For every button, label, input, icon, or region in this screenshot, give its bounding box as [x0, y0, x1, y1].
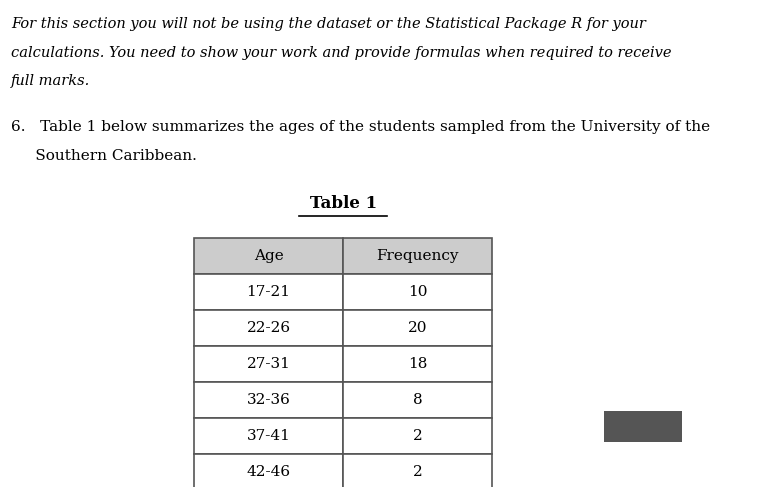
Bar: [194, 238, 343, 274]
Text: 27-31: 27-31: [247, 357, 291, 371]
Text: 18: 18: [408, 357, 427, 371]
Text: 32-36: 32-36: [247, 393, 291, 407]
Bar: [343, 310, 492, 346]
Text: 22-26: 22-26: [246, 321, 291, 335]
Text: 42-46: 42-46: [246, 465, 291, 479]
Text: Age: Age: [254, 249, 284, 263]
Text: Frequency: Frequency: [376, 249, 459, 263]
Text: Southern Caribbean.: Southern Caribbean.: [11, 149, 197, 163]
Bar: [194, 382, 343, 418]
Bar: [343, 418, 492, 454]
Bar: [343, 238, 492, 274]
Bar: [343, 274, 492, 310]
Bar: [343, 382, 492, 418]
Text: 6.   Table 1 below summarizes the ages of the students sampled from the Universi: 6. Table 1 below summarizes the ages of …: [11, 120, 710, 134]
Text: 2: 2: [413, 465, 423, 479]
Bar: [194, 346, 343, 382]
Text: 20: 20: [408, 321, 427, 335]
Text: 10: 10: [408, 285, 427, 299]
Text: 37-41: 37-41: [247, 429, 291, 443]
Bar: [194, 310, 343, 346]
Text: For this section you will not be using the dataset or the Statistical Package R : For this section you will not be using t…: [11, 18, 646, 31]
Bar: [194, 418, 343, 454]
Bar: [343, 454, 492, 487]
Bar: [194, 274, 343, 310]
Text: Table 1: Table 1: [310, 195, 377, 212]
Text: 8: 8: [413, 393, 423, 407]
Bar: [604, 412, 682, 442]
Bar: [343, 346, 492, 382]
Text: 2: 2: [413, 429, 423, 443]
Text: full marks.: full marks.: [11, 74, 90, 88]
Text: calculations. You need to show your work and provide formulas when required to r: calculations. You need to show your work…: [11, 46, 671, 60]
Text: 17-21: 17-21: [247, 285, 291, 299]
Bar: [194, 454, 343, 487]
